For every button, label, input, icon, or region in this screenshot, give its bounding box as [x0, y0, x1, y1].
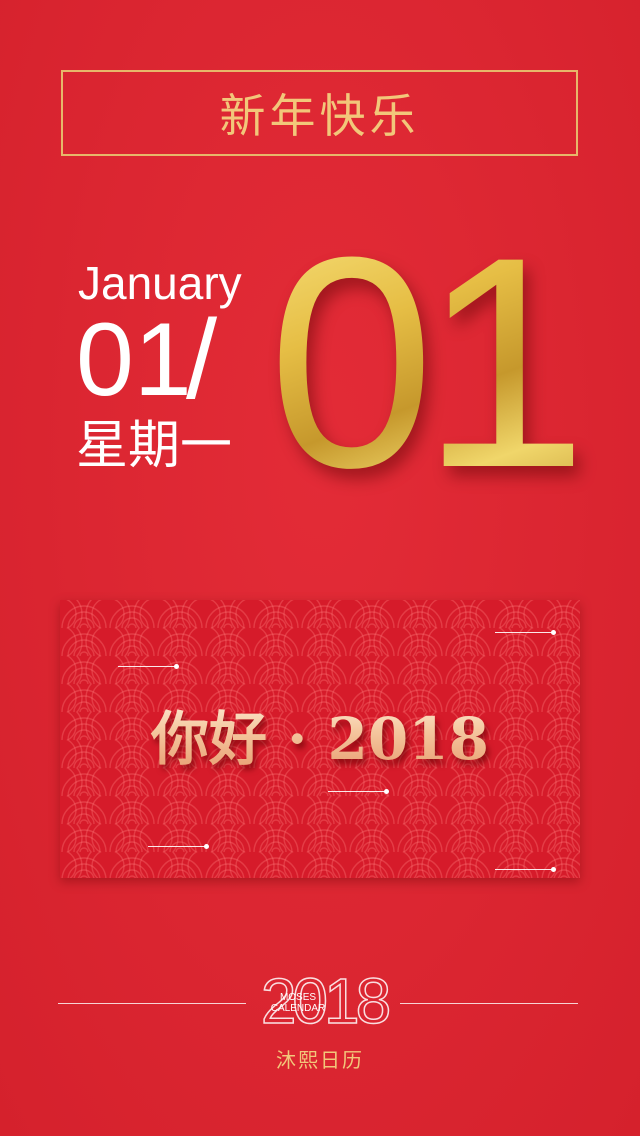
- deco-line: [495, 632, 553, 633]
- title-frame: 新年快乐: [61, 70, 578, 156]
- brand-logo: 2018 MOSES CALENDAR: [258, 965, 392, 1037]
- weekday-label: 星期一: [76, 416, 233, 476]
- deco-line: [148, 846, 206, 847]
- greeting-banner: [60, 600, 580, 878]
- brand-name: 沐熙日历: [276, 1048, 364, 1072]
- deco-dot: [174, 664, 179, 669]
- deco-dot: [551, 867, 556, 872]
- deco-dot: [204, 844, 209, 849]
- month-label: January: [78, 257, 242, 309]
- footer-divider-right: [400, 1003, 578, 1004]
- logo-brand-line2: CALENDAR: [270, 1003, 326, 1014]
- footer-divider-left: [58, 1003, 246, 1004]
- deco-dot: [384, 789, 389, 794]
- deco-line: [495, 869, 553, 870]
- deco-dot: [551, 630, 556, 635]
- big-day-number: 01: [268, 194, 588, 530]
- day-small: 01: [76, 302, 192, 418]
- deco-line: [118, 666, 176, 667]
- deco-line: [328, 791, 386, 792]
- logo-year: 2018: [260, 965, 392, 1037]
- wave-pattern: [60, 600, 580, 878]
- logo-brand-line1: MOSES: [279, 992, 317, 1003]
- greeting-text: 你好 · 2018: [0, 692, 640, 776]
- page-title: 新年快乐: [219, 89, 420, 143]
- date-slash: /: [186, 297, 218, 422]
- logo-brand: MOSES CALENDAR: [266, 992, 330, 1014]
